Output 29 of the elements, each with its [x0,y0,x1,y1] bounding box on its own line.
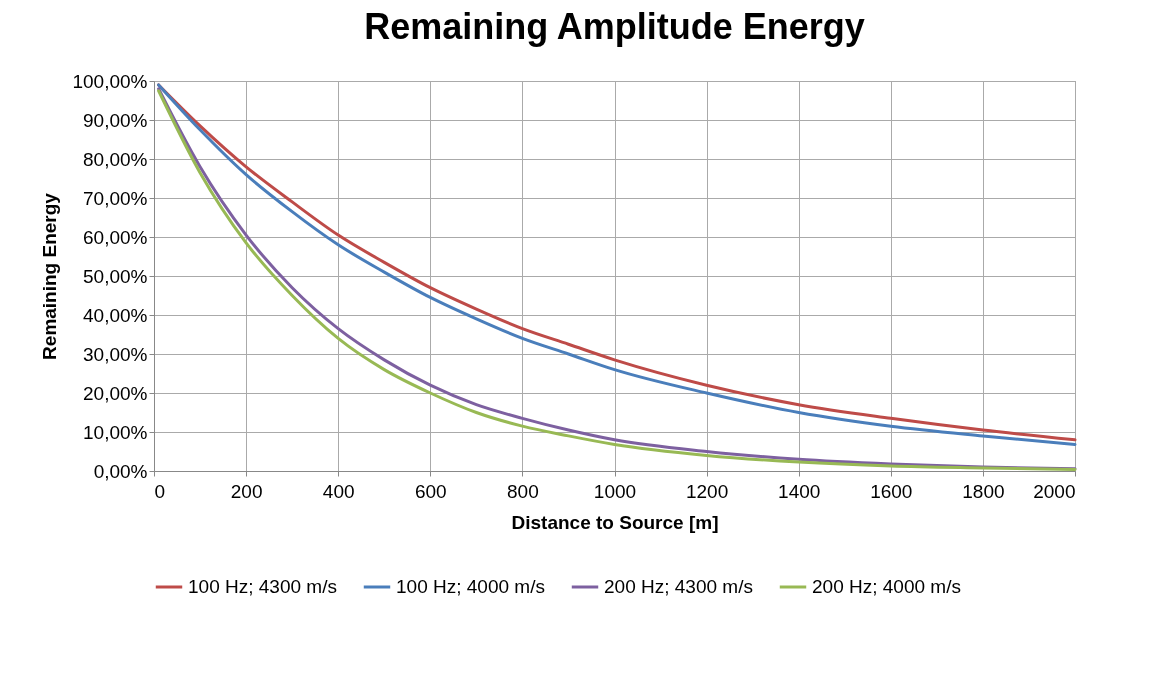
y-tick-label: 30,00% [83,343,148,365]
x-tick-label: 2000 [1033,480,1076,502]
x-tick-label: 0 [154,480,166,502]
x-tick-label: 1800 [962,480,1005,502]
x-tick-label: 600 [414,480,447,502]
y-axis-title: Remaining Energy [39,192,61,360]
chart-title: Remaining Amplitude Energy [364,6,865,47]
legend-label: 100 Hz; 4000 m/s [396,576,545,597]
y-tick-label: 100,00% [72,70,148,92]
x-tick-label: 1600 [870,480,913,502]
x-tick-label: 1400 [778,480,821,502]
legend-label: 200 Hz; 4300 m/s [604,576,753,597]
legend-label: 100 Hz; 4300 m/s [188,576,337,597]
y-tick-label: 90,00% [83,109,148,131]
x-tick-label: 800 [507,480,539,502]
y-tick-label: 0,00% [93,460,148,482]
x-tick-label: 1200 [685,480,729,502]
y-tick-label: 50,00% [83,265,148,287]
y-tick-label: 20,00% [83,382,148,404]
y-tick-label: 70,00% [83,187,148,209]
legend-label: 200 Hz; 4000 m/s [812,576,961,597]
x-tick-label: 200 [230,480,263,502]
x-tick-label: 400 [322,480,355,502]
y-tick-label: 40,00% [83,304,148,326]
y-tick-label: 80,00% [83,148,148,170]
y-tick-label: 60,00% [83,226,148,248]
x-axis-title: Distance to Source [m] [511,511,719,533]
x-tick-label: 1000 [593,480,637,502]
y-tick-label: 10,00% [83,421,148,443]
